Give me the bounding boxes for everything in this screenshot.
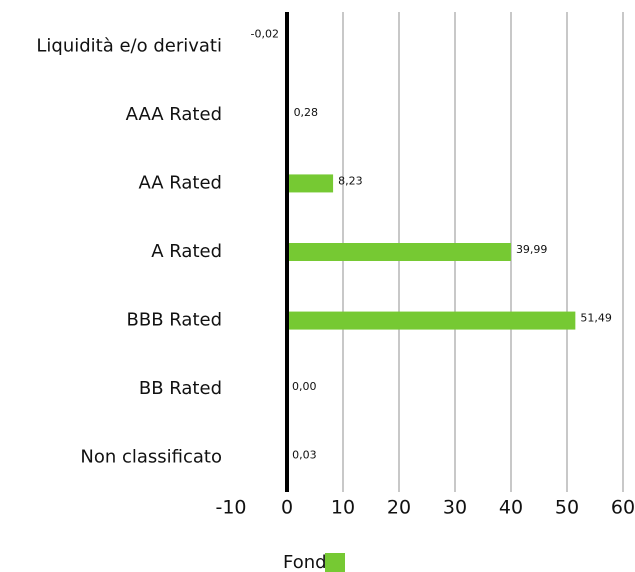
value-label: 0,28 — [294, 106, 319, 119]
legend-swatch — [325, 553, 345, 572]
x-tick-label: 30 — [443, 497, 467, 519]
value-label: 51,49 — [580, 312, 612, 325]
value-label: 39,99 — [516, 243, 548, 256]
bar — [287, 311, 576, 330]
x-tick-label: 50 — [555, 497, 579, 519]
y-tick-label: BB Rated — [139, 378, 222, 399]
y-tick-label: Liquidità e/o derivati — [36, 35, 222, 56]
x-tick-label: 0 — [281, 497, 293, 519]
legend-label: Fondo — [283, 552, 338, 572]
bar — [287, 174, 334, 193]
x-tick-label: 20 — [387, 497, 411, 519]
value-label: 0,00 — [292, 380, 317, 393]
x-tick-label: 40 — [499, 497, 523, 519]
y-tick-label: BBB Rated — [127, 310, 222, 331]
y-tick-label: AA Rated — [138, 172, 222, 193]
value-label: 8,23 — [338, 174, 363, 187]
value-label: -0,02 — [251, 27, 279, 40]
x-tick-label: 60 — [611, 497, 635, 519]
y-tick-label: AAA Rated — [126, 104, 222, 125]
y-tick-label: Non classificato — [80, 447, 222, 468]
bar — [287, 243, 511, 261]
x-tick-label: 10 — [331, 497, 355, 519]
value-label: 0,03 — [292, 449, 317, 462]
y-tick-label: A Rated — [151, 241, 222, 262]
x-tick-label: -10 — [215, 497, 246, 519]
